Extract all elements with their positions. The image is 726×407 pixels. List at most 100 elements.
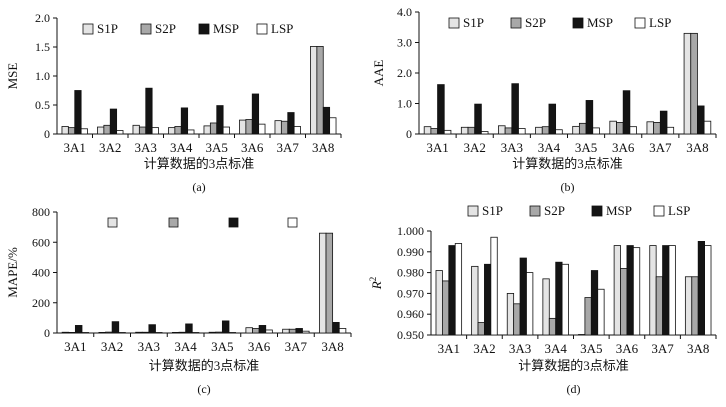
y-tick-label: 0 xyxy=(44,127,50,141)
bar-s1p xyxy=(649,245,657,336)
y-axis-label: R2 xyxy=(368,277,384,290)
bar-s2p xyxy=(477,322,485,336)
x-tick-label: 3A1 xyxy=(64,140,86,155)
bar-lsp xyxy=(155,332,163,334)
legend-label-s2p: S2P xyxy=(525,15,546,30)
bar-msp xyxy=(697,105,705,135)
bar-s2p xyxy=(620,268,628,336)
y-tick-label: 0.990 xyxy=(397,245,424,259)
bar-lsp xyxy=(329,117,337,135)
bar-msp xyxy=(221,320,230,334)
x-tick-label: 3A8 xyxy=(321,339,343,354)
y-tick-label: 1.0 xyxy=(397,97,412,111)
bar-s1p xyxy=(684,276,693,336)
bar-s2p xyxy=(504,127,513,135)
bar-s1p xyxy=(282,328,290,334)
bar-s2p xyxy=(288,328,297,334)
bar-msp xyxy=(448,245,456,336)
x-tick-label: 3A8 xyxy=(312,140,334,155)
bar-msp xyxy=(474,103,482,135)
legend-swatch-s1p xyxy=(448,17,460,29)
x-tick-label: 3A2 xyxy=(99,140,121,155)
x-tick-label: 3A6 xyxy=(241,140,264,155)
legend-label-msp: MSP xyxy=(213,21,239,36)
x-tick-label: 3A6 xyxy=(612,140,635,155)
y-tick-label: 0.5 xyxy=(35,98,50,112)
legend-swatch-lsp xyxy=(287,217,298,228)
bar-msp xyxy=(519,257,527,336)
y-axis-label: AAE xyxy=(371,60,386,87)
bar-s2p xyxy=(138,126,147,135)
bar-s2p xyxy=(68,331,76,334)
bar-s1p xyxy=(609,120,617,135)
bar-lsp xyxy=(666,126,675,135)
legend-swatch-msp xyxy=(228,217,239,228)
legend-swatch-s2p xyxy=(529,205,541,217)
panel-caption: (a) xyxy=(192,180,205,194)
bar-msp xyxy=(659,110,668,135)
bar-s1p xyxy=(613,245,621,336)
bar-lsp xyxy=(116,130,124,135)
legend-label-lsp: LSP xyxy=(649,15,671,30)
bar-s1p xyxy=(135,331,143,334)
bar-s2p xyxy=(209,122,218,135)
bar-s1p xyxy=(498,125,506,135)
chart-panel: 0 200 400 600 800 3A1 3A2 3A3 3A4 3A5 3A6 3A7 3A8 计算数… xyxy=(5,205,352,396)
legend-label-lsp: LSP xyxy=(271,21,293,36)
x-tick-label: 3A8 xyxy=(687,341,709,356)
x-tick-label: 3A5 xyxy=(206,140,228,155)
bar-s2p xyxy=(548,317,557,336)
y-tick-label: 0 xyxy=(44,326,50,340)
bar-s2p xyxy=(103,124,111,135)
legend-label-msp: MSP xyxy=(606,203,632,218)
y-tick-label: 0.950 xyxy=(397,328,424,342)
legend-swatch-s1p xyxy=(467,205,479,217)
bar-lsp xyxy=(490,236,498,336)
bar-lsp xyxy=(561,263,569,336)
legend-swatch-msp xyxy=(591,205,603,217)
legend-label-s2p: S2P xyxy=(155,21,176,36)
bar-msp xyxy=(109,108,118,135)
bar-s1p xyxy=(318,232,327,334)
x-tick-label: 3A7 xyxy=(285,339,308,354)
bar-lsp xyxy=(704,245,712,336)
bar-msp xyxy=(322,106,331,135)
legend-swatch-s1p xyxy=(82,23,94,35)
bar-lsp xyxy=(526,272,534,336)
x-axis-label: 计算数据的3点标准 xyxy=(144,156,255,171)
bar-msp xyxy=(548,103,557,135)
bar-lsp xyxy=(265,329,273,334)
bar-msp xyxy=(585,100,594,135)
bar-s1p xyxy=(98,331,106,334)
bar-s2p xyxy=(653,122,661,135)
bar-msp xyxy=(74,325,83,334)
bar-msp xyxy=(148,324,156,334)
bar-s1p xyxy=(61,331,70,334)
bar-s1p xyxy=(132,124,140,135)
x-tick-label: 3A3 xyxy=(501,140,523,155)
bar-s2p xyxy=(316,46,324,135)
y-tick-label: 0.960 xyxy=(397,307,424,321)
x-tick-label: 3A4 xyxy=(170,140,193,155)
bar-msp xyxy=(287,112,295,135)
bar-lsp xyxy=(81,332,90,334)
bar-msp xyxy=(111,321,120,334)
legend-swatch-lsp xyxy=(653,205,665,217)
y-tick-label: 600 xyxy=(32,235,50,249)
legend-label-s1p: S1P xyxy=(463,15,484,30)
x-tick-label: 3A2 xyxy=(101,339,123,354)
y-tick-label: 2.0 xyxy=(397,66,412,80)
bar-lsp xyxy=(302,330,310,334)
bar-lsp xyxy=(80,128,88,135)
bar-s1p xyxy=(506,292,515,336)
bar-msp xyxy=(437,84,445,135)
bar-msp xyxy=(511,83,519,135)
y-tick-label: 1.0 xyxy=(35,69,50,83)
y-tick-label: 0.970 xyxy=(397,286,424,300)
legend-swatch-s2p xyxy=(510,17,522,29)
bar-s2p xyxy=(690,32,698,135)
x-axis-label: 计算数据的3点标准 xyxy=(512,156,623,171)
bar-lsp xyxy=(258,123,266,135)
x-tick-label: 3A2 xyxy=(473,341,495,356)
